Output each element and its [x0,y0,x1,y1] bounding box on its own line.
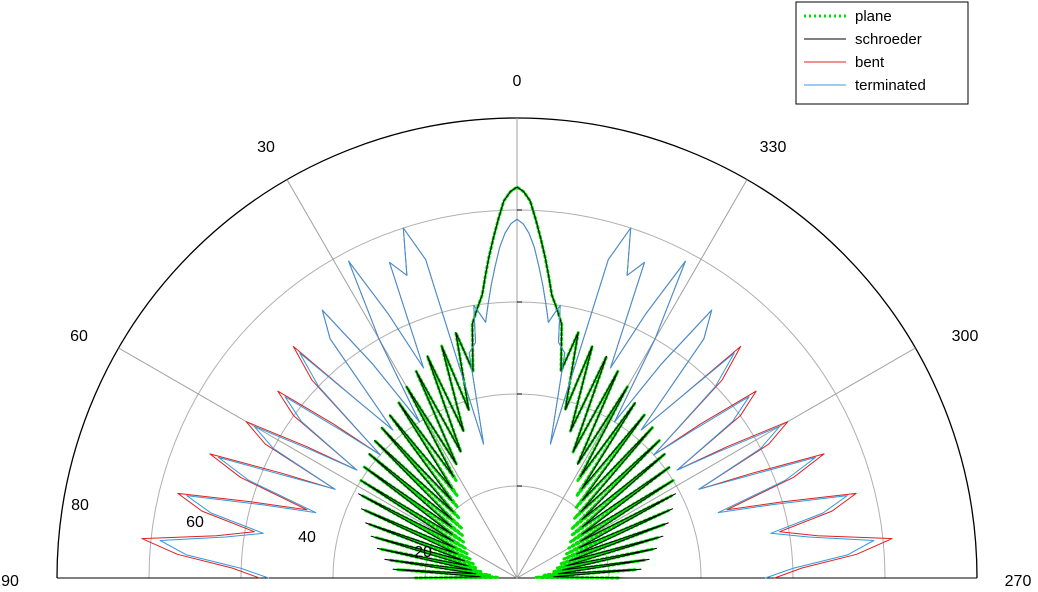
series-line-terminated [159,218,875,579]
angle-tick-label: 300 [952,328,979,345]
legend-label-schroeder: schroeder [855,31,922,48]
angle-tick-label: 0 [513,73,522,90]
angular-spoke [516,179,748,579]
legend: plane schroeder bent terminated [795,1,969,105]
angle-tick-label: 270 [1005,573,1032,590]
angular-spoke [286,179,518,579]
radial-tick-label: 80 [71,497,89,514]
angle-tick-label: 330 [760,139,787,156]
angle-tick-label: 90 [1,573,19,590]
legend-label-bent: bent [855,54,885,71]
legend-box [795,1,969,105]
radial-tick-label: 40 [298,529,316,546]
legend-label-terminated: terminated [855,77,926,94]
angle-tick-label: 30 [257,139,275,156]
radial-tick-label: 20 [414,544,432,561]
series-layer [141,185,893,580]
series-line-schroeder [358,186,676,579]
legend-label-plane: plane [855,8,892,25]
radial-tick-label: 60 [186,514,204,531]
angle-tick-label: 60 [70,328,88,345]
axis-labels: 0 30 60 90 330 300 270 20 40 60 80 [1,73,1031,590]
